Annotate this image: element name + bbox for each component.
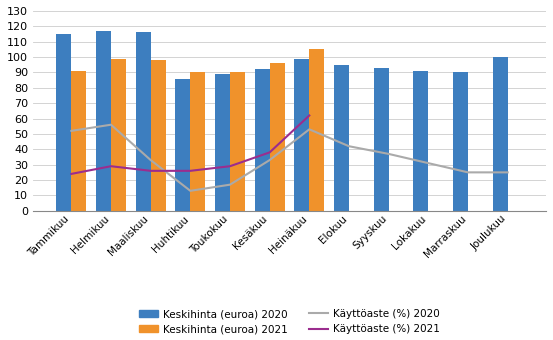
Bar bbox=[413, 71, 429, 211]
Bar bbox=[270, 63, 285, 211]
Bar bbox=[215, 74, 230, 211]
Bar bbox=[111, 58, 126, 211]
Bar bbox=[294, 58, 309, 211]
Bar bbox=[230, 72, 245, 211]
Bar bbox=[334, 65, 349, 211]
Bar bbox=[453, 72, 468, 211]
Bar bbox=[493, 57, 508, 211]
Bar bbox=[190, 72, 205, 211]
Bar bbox=[374, 68, 389, 211]
Bar bbox=[254, 69, 270, 211]
Bar bbox=[309, 49, 325, 211]
Bar bbox=[135, 32, 150, 211]
Bar bbox=[56, 34, 71, 211]
Bar bbox=[175, 79, 190, 211]
Legend: Keskihinta (euroa) 2020, Keskihinta (euroa) 2021, Käyttöaste (%) 2020, Käyttöast: Keskihinta (euroa) 2020, Keskihinta (eur… bbox=[136, 306, 443, 337]
Bar bbox=[150, 60, 166, 211]
Bar bbox=[71, 71, 86, 211]
Bar bbox=[96, 31, 111, 211]
